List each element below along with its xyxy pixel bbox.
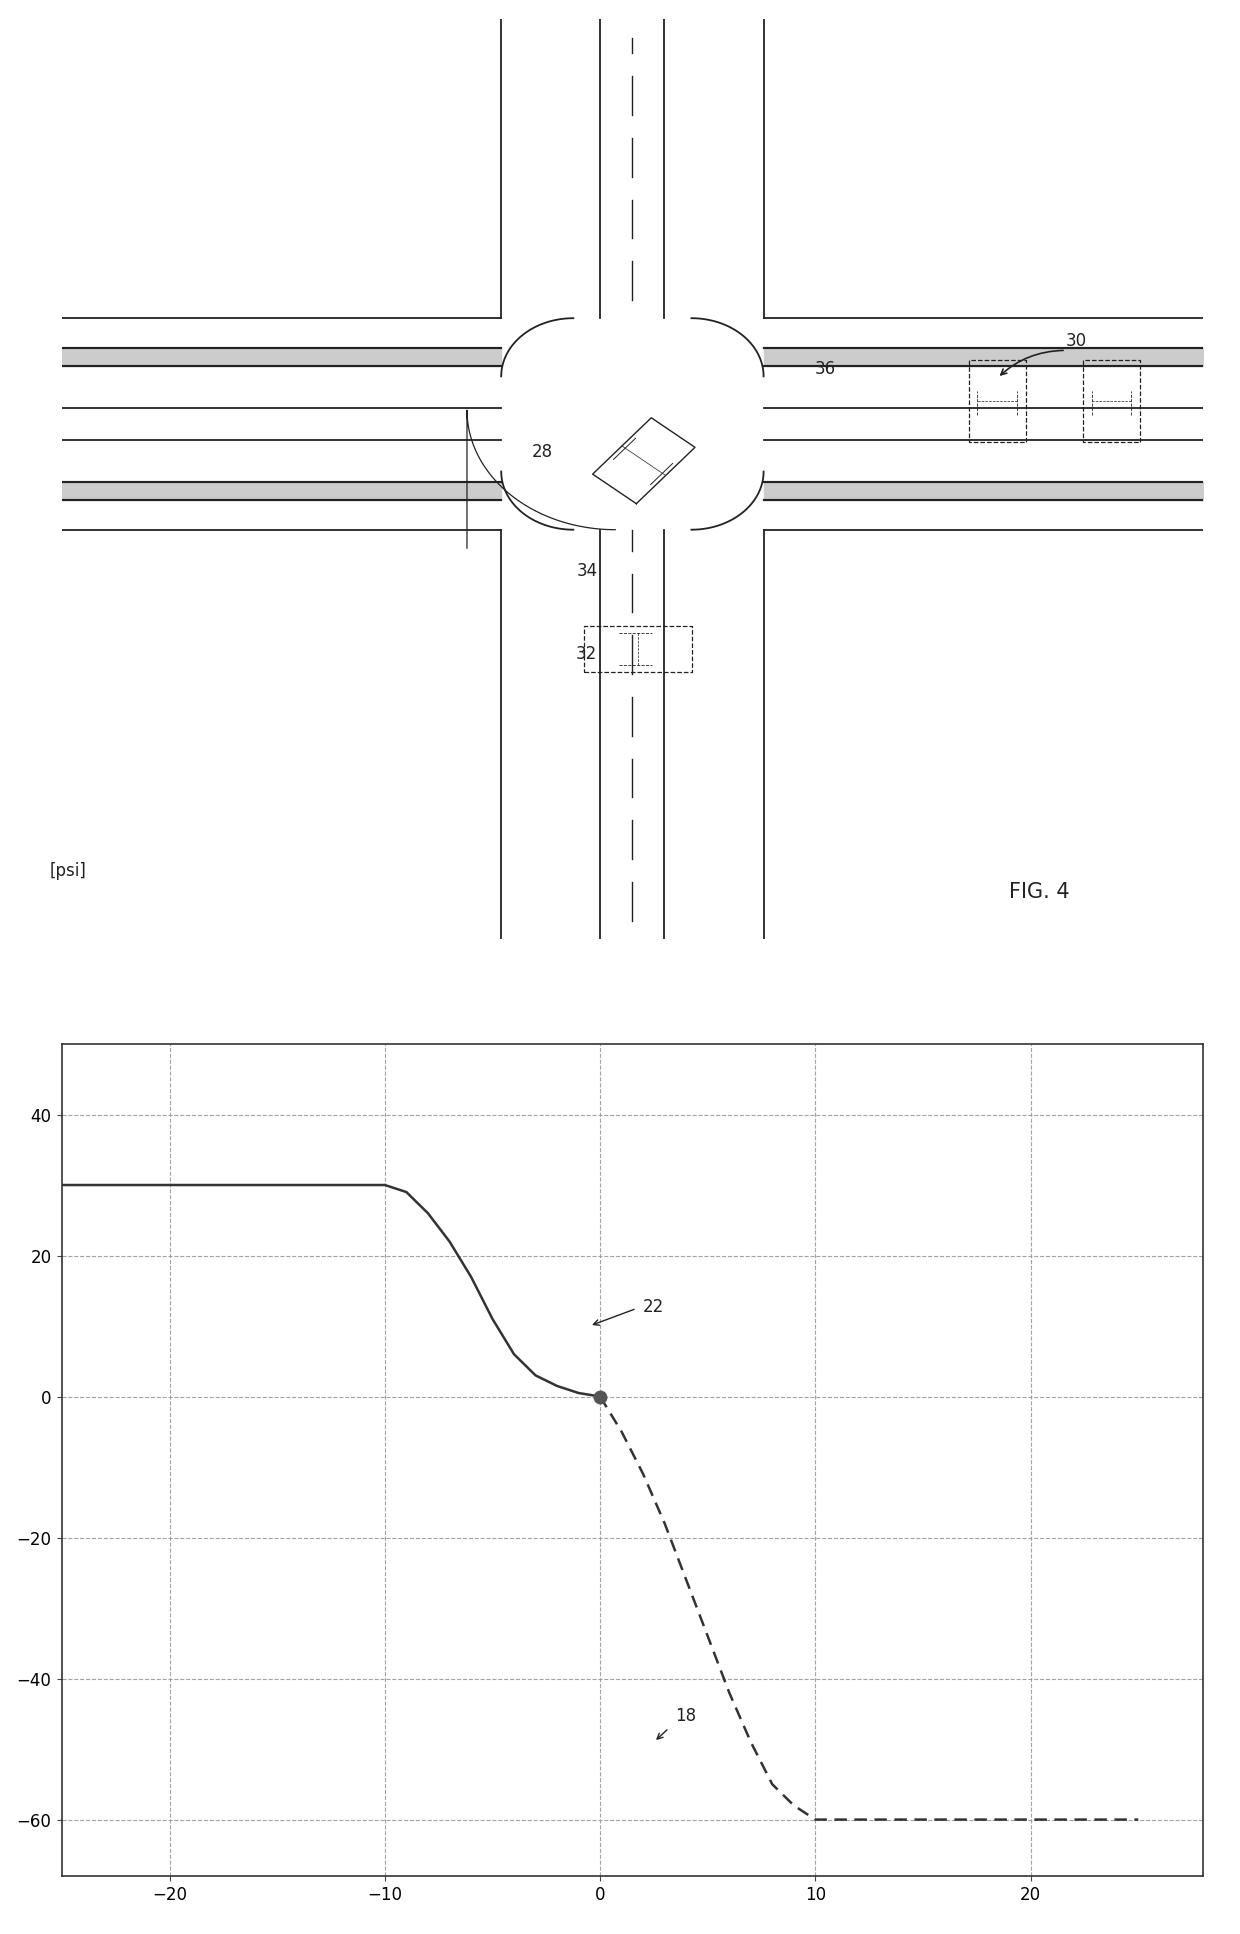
Text: 30: 30 [1066,333,1087,350]
Text: 36: 36 [815,360,836,377]
Text: 28: 28 [532,443,553,460]
Text: [psi]: [psi] [50,863,87,880]
Text: 34: 34 [577,563,598,580]
Text: FIG. 4: FIG. 4 [1009,882,1069,901]
Text: 22: 22 [644,1298,665,1315]
Text: 18: 18 [676,1708,697,1725]
Text: 32: 32 [575,644,596,663]
